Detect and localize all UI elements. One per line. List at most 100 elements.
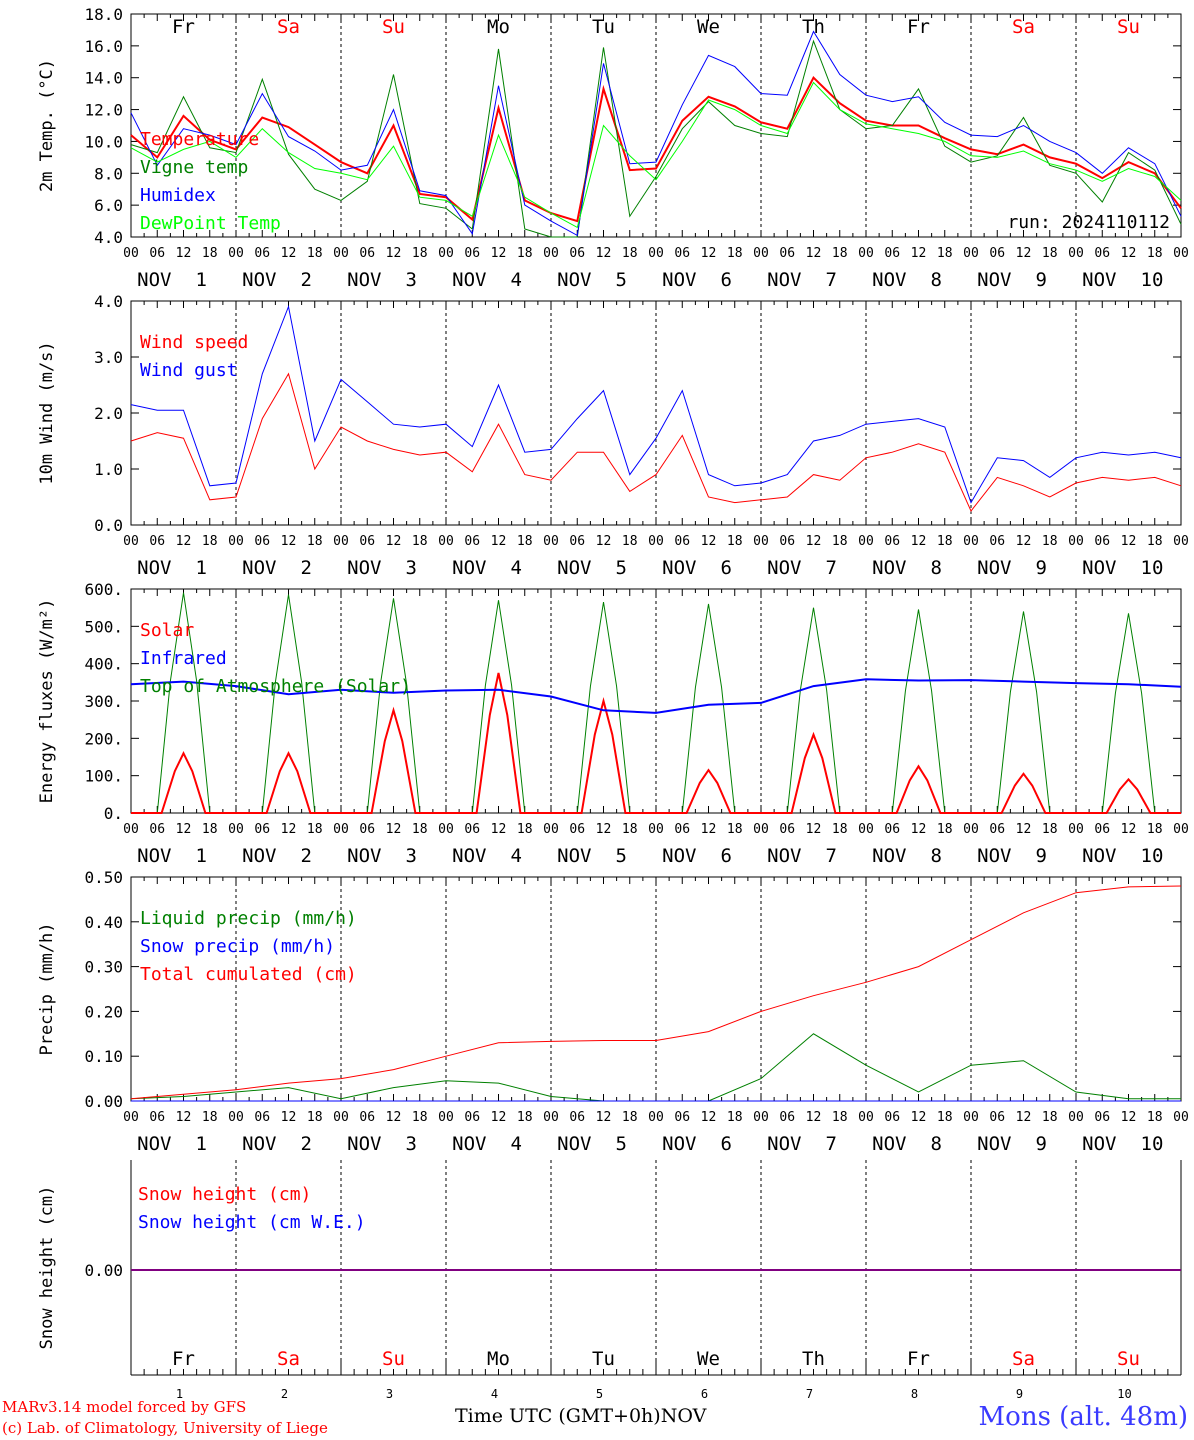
hour-tick-label: 12 <box>281 822 297 837</box>
hour-tick-label: 06 <box>464 246 480 261</box>
hour-tick-label: 18 <box>727 246 743 261</box>
hour-tick-label: 00 <box>543 246 559 261</box>
day-number-label: 4 <box>511 269 522 291</box>
hour-tick-label: 00 <box>543 534 559 549</box>
hour-tick-label: 12 <box>386 246 402 261</box>
day-number-label: 10 <box>1141 557 1164 579</box>
hour-tick-label: 18 <box>937 534 953 549</box>
hour-tick-label: 18 <box>1147 534 1163 549</box>
run-label: run: 2024110112 <box>1007 212 1170 233</box>
y-axis-title: Precip (mm/h) <box>37 922 57 1055</box>
day-number-label: 3 <box>386 1387 393 1401</box>
hour-tick-label: 18 <box>622 822 638 837</box>
day-number-label: 7 <box>826 557 837 579</box>
hour-tick-label: 00 <box>648 1110 664 1125</box>
hour-tick-label: 00 <box>438 1110 454 1125</box>
hour-tick-label: 06 <box>359 246 375 261</box>
hour-tick-label: 06 <box>989 534 1005 549</box>
hour-tick-label: 12 <box>911 822 927 837</box>
month-label: NOV <box>662 845 696 867</box>
day-number-label: 5 <box>616 1133 627 1155</box>
day-name-label: We <box>697 1348 720 1370</box>
y-tick-label: 16.0 <box>84 37 123 56</box>
day-number-label: 5 <box>616 557 627 579</box>
month-axis-text: NOV <box>660 1405 707 1427</box>
hour-tick-label: 12 <box>1121 246 1137 261</box>
hour-tick-label: 12 <box>176 534 192 549</box>
day-name-label: Sa <box>277 16 300 38</box>
month-label: NOV <box>137 557 171 579</box>
month-label: NOV <box>347 845 381 867</box>
day-name-label: Fr <box>907 1348 930 1370</box>
day-name-label: Mo <box>487 16 510 38</box>
hour-tick-label: 06 <box>674 822 690 837</box>
hour-tick-label: 12 <box>596 534 612 549</box>
day-number-label: 10 <box>1141 1133 1164 1155</box>
day-number-label: 4 <box>511 845 522 867</box>
hour-tick-label: 06 <box>569 1110 585 1125</box>
hour-tick-label: 12 <box>911 534 927 549</box>
hour-tick-label: 12 <box>281 246 297 261</box>
y-axis-title: 10m Wind (m/s) <box>37 341 57 484</box>
month-label: NOV <box>452 557 486 579</box>
hour-tick-label: 06 <box>569 822 585 837</box>
series-line <box>130 1033 1181 1102</box>
y-tick-label: 100. <box>84 767 123 786</box>
series-line <box>130 304 1182 504</box>
series-line <box>130 81 1182 229</box>
day-number-label: 8 <box>931 269 942 291</box>
hour-tick-label: 18 <box>202 534 218 549</box>
hour-tick-label: 00 <box>438 246 454 261</box>
hour-tick-label: 18 <box>412 822 428 837</box>
month-label: NOV <box>242 269 276 291</box>
hour-tick-label: 12 <box>701 246 717 261</box>
hour-tick-label: 18 <box>307 822 323 837</box>
hour-tick-label: 06 <box>359 534 375 549</box>
hour-tick-label: 18 <box>832 822 848 837</box>
hour-tick-label: 06 <box>359 822 375 837</box>
hour-tick-label: 12 <box>281 534 297 549</box>
day-name-label: Mo <box>487 1348 510 1370</box>
hour-tick-label: 12 <box>1016 246 1032 261</box>
month-label: NOV <box>557 845 591 867</box>
hour-tick-label: 12 <box>386 1110 402 1125</box>
day-name-label: Su <box>382 16 405 38</box>
hour-tick-label: 00 <box>858 822 874 837</box>
y-tick-label: 0.20 <box>84 1002 123 1021</box>
day-number-label: 5 <box>616 269 627 291</box>
month-label: NOV <box>137 269 171 291</box>
y-axis-title: Snow height (cm) <box>37 1186 57 1350</box>
day-number-label: 6 <box>701 1387 708 1401</box>
month-label: NOV <box>557 1133 591 1155</box>
hour-tick-label: 00 <box>753 246 769 261</box>
month-label: NOV <box>662 557 696 579</box>
hour-tick-label: 18 <box>517 822 533 837</box>
hour-tick-label: 00 <box>333 534 349 549</box>
hour-tick-label: 18 <box>412 1110 428 1125</box>
legend-entry: Wind gust <box>140 360 238 381</box>
day-number-label: 1 <box>196 845 207 867</box>
hour-tick-label: 18 <box>307 534 323 549</box>
hour-tick-label: 18 <box>517 1110 533 1125</box>
hour-tick-label: 18 <box>412 534 428 549</box>
time-axis-text: Time UTC (GMT+0h) <box>455 1405 661 1427</box>
hour-tick-label: 00 <box>438 822 454 837</box>
day-name-label: Th <box>802 16 825 38</box>
month-label: NOV <box>872 845 906 867</box>
day-name-label: Tu <box>592 16 615 38</box>
y-tick-label: 300. <box>84 692 123 711</box>
day-number-label: 10 <box>1141 845 1164 867</box>
series-line <box>130 39 1182 238</box>
hour-tick-label: 06 <box>149 822 165 837</box>
hour-tick-label: 06 <box>359 1110 375 1125</box>
day-name-label: Fr <box>172 16 195 38</box>
hour-tick-label: 12 <box>176 246 192 261</box>
hour-tick-label: 00 <box>753 1110 769 1125</box>
y-tick-label: 0.0 <box>94 516 123 535</box>
hour-tick-label: 18 <box>517 246 533 261</box>
hour-tick-label: 06 <box>254 246 270 261</box>
hour-tick-label: 00 <box>963 534 979 549</box>
day-number-label: 9 <box>1036 845 1047 867</box>
hour-tick-label: 12 <box>701 534 717 549</box>
hour-tick-label: 06 <box>254 822 270 837</box>
